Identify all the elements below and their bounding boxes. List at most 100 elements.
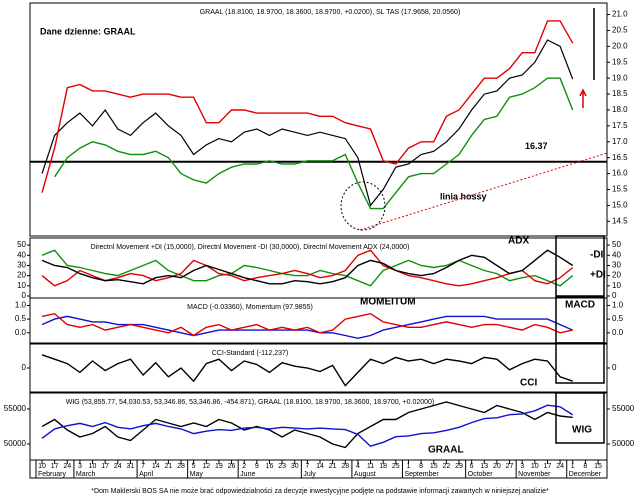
annotation: linia hossy [440,191,487,201]
x-tick-label: 26 [228,463,236,470]
y-tick-label: 1.0 [612,301,624,310]
y-tick-label: 40 [17,250,26,259]
x-tick-label: 4 [356,463,360,470]
x-tick-label: 19 [215,463,223,470]
y-tick-label: 30 [17,261,26,270]
series-line [54,77,574,210]
x-tick-label: 11 [367,463,374,470]
y-tick-label: 55000 [612,404,635,413]
month-label: October [468,471,494,478]
series-line [41,20,574,193]
y-tick-label: 16.5 [612,153,628,162]
y-tick-label: 50 [17,240,26,249]
month-label: September [404,471,439,478]
callout-box [555,392,605,444]
y-tick-label: 0 [612,291,617,300]
trend-line [359,152,608,231]
x-tick-label: 21 [329,463,337,470]
x-tick-label: 1 [407,463,411,470]
x-tick-label: 16 [266,463,274,470]
annotation: MOMEITUM [360,297,416,308]
x-tick-label: 10 [38,463,46,470]
x-tick-label: 21 [164,463,172,470]
panel-subtitle: MACD (-0.03360), Momentum (97.9855) [187,304,313,311]
x-tick-label: 28 [341,463,349,470]
x-tick-label: 27 [506,463,514,470]
series-line [41,249,574,285]
y-tick-label: 30 [612,261,621,270]
series-line [41,249,574,287]
y-tick-label: 15.5 [612,185,628,194]
annotation: ADX [508,236,529,247]
x-tick-label: 30 [291,463,299,470]
x-tick-label: 1 [571,463,575,470]
chart-title: Dane dzienne: GRAAL [40,26,136,36]
y-tick-label: 17.5 [612,121,628,130]
x-tick-label: 10 [531,463,539,470]
callout-box [555,235,605,297]
series-line [41,354,573,387]
y-tick-label: 0 [22,291,27,300]
x-tick-label: 14 [316,463,324,470]
y-tick-label: 50000 [4,439,27,448]
y-tick-label: 0.5 [612,314,624,323]
footer: *Dom Maklerski BOS SA nie może brać odpo… [91,488,549,495]
annotation: -DI [590,250,604,261]
annotation: WIG [572,425,592,436]
x-tick-label: 15 [594,463,602,470]
panel-subtitle: GRAAL (18.8100, 18.9700, 18.3600, 18.970… [200,9,461,16]
callout-box [555,342,605,384]
y-tick-label: 20.0 [612,41,628,50]
y-tick-label: 0 [612,363,617,372]
y-tick-label: 21.0 [612,10,628,19]
x-tick-label: 17 [101,463,109,470]
x-tick-label: 17 [51,463,59,470]
level-label: 16.37 [525,141,548,151]
x-tick-label: 31 [127,463,135,470]
x-tick-label: 25 [392,463,400,470]
y-tick-label: 15.0 [612,200,628,209]
y-tick-label: 10 [17,281,26,290]
annotation: GRAAL [428,445,464,456]
y-tick-label: 20 [17,271,26,280]
annotation: +DI [590,270,606,281]
y-tick-label: 17.0 [612,137,628,146]
x-tick-label: 28 [177,463,185,470]
x-tick-label: 22 [442,463,450,470]
x-tick-label: 12 [202,463,210,470]
x-tick-label: 2 [242,463,246,470]
month-label: December [569,471,602,478]
series-line [41,39,574,207]
x-tick-label: 14 [152,463,160,470]
x-tick-label: 17 [544,463,552,470]
x-tick-label: 8 [583,463,587,470]
panel-subtitle: Directnl Movement +DI (15,0000), Directn… [91,244,410,251]
x-tick-label: 9 [255,463,259,470]
y-tick-label: 18.0 [612,105,628,114]
y-tick-label: 18.5 [612,89,628,98]
x-tick-label: 7 [141,463,145,470]
series-line [41,312,573,337]
annotation: MACD [565,300,595,311]
x-axis-frame [29,459,608,479]
y-tick-label: 0.0 [15,328,27,337]
x-tick-label: 20 [493,463,501,470]
highlight-circle [340,181,386,231]
y-tick-label: 40 [612,250,621,259]
panel-frame [29,297,608,344]
y-tick-label: 0.5 [15,314,27,323]
y-tick-label: 20 [612,271,621,280]
x-tick-label: 24 [114,463,122,470]
series-line [41,404,574,447]
month-label: February [38,471,67,478]
month-label: March [76,471,96,478]
x-tick-label: 8 [419,463,423,470]
series-line [41,401,573,449]
x-tick-label: 7 [305,463,309,470]
x-tick-label: 6 [470,463,474,470]
x-tick-label: 24 [63,463,71,470]
panel-subtitle: CCI-Standard (-112,237) [212,350,289,357]
month-label: April [139,471,153,478]
